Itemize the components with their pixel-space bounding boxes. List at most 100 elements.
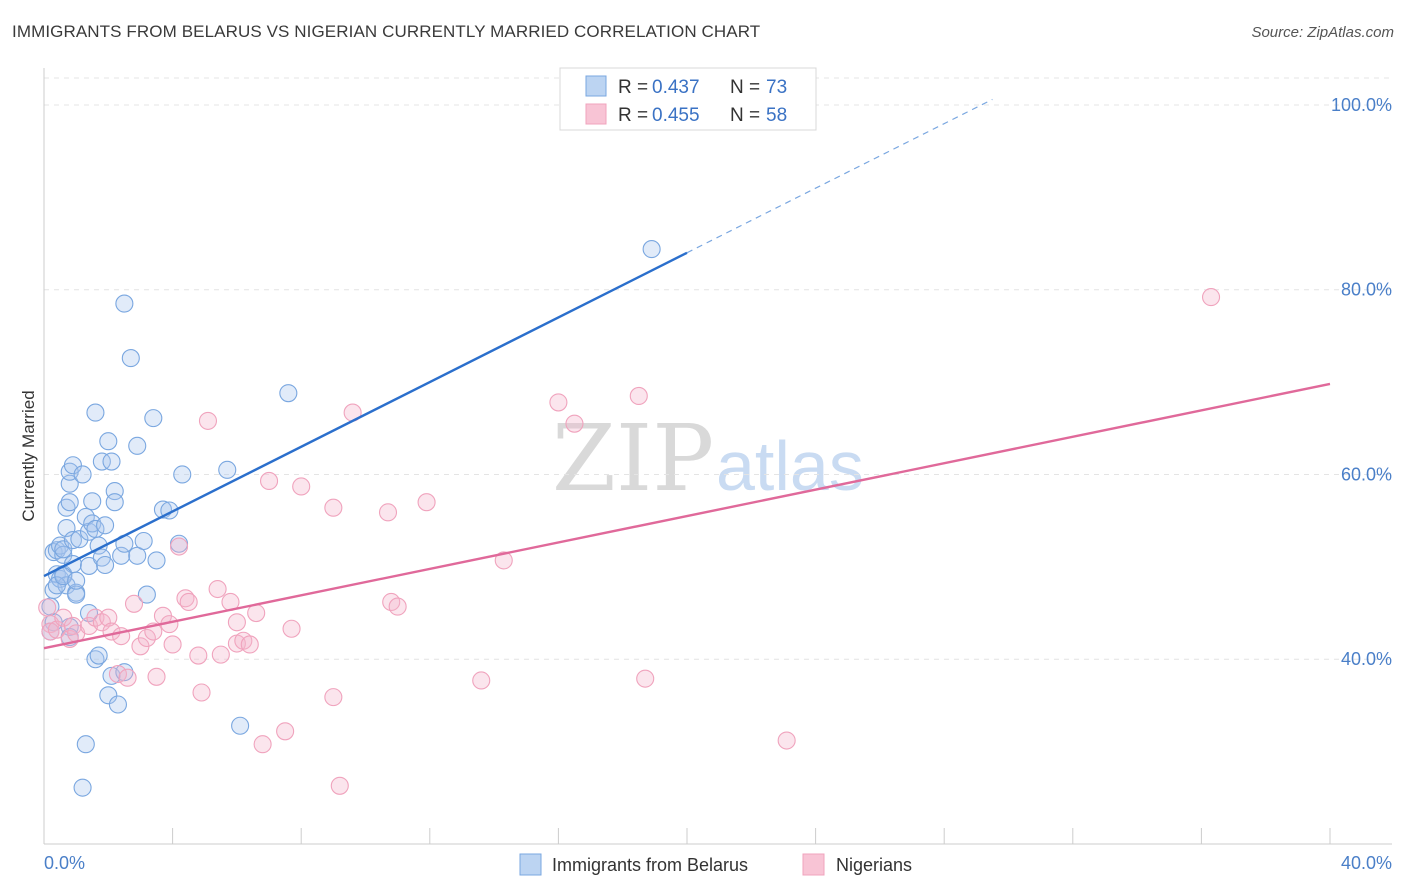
belarus-point-36	[96, 516, 115, 535]
legend-r-label-nigerians: R =	[618, 105, 648, 126]
nigerians-point-30	[208, 579, 227, 599]
belarus-point-18	[60, 493, 79, 512]
bottom-legend-swatch-belarus	[519, 853, 542, 876]
belarus-point-71	[67, 571, 86, 590]
nigerians-point-28	[192, 683, 211, 702]
x-ticks	[43, 828, 1331, 844]
axes	[43, 68, 1392, 845]
belarus-point-43	[112, 546, 131, 565]
x-tick-label-1: 40.0%	[1341, 853, 1392, 873]
belarus-point-37	[92, 452, 111, 471]
belarus-point-39	[99, 432, 118, 451]
nigerians-point-41	[282, 619, 301, 638]
nigerians-point-48	[382, 592, 401, 612]
nigerians-point-39	[259, 471, 279, 490]
belarus-point-13	[57, 498, 76, 517]
nigerians-point-37	[247, 603, 266, 623]
belarus-point-64	[108, 695, 127, 714]
y-axis-label: Currently Married	[19, 390, 38, 521]
belarus-point-52	[147, 551, 166, 570]
belarus-point-57	[218, 460, 237, 479]
belarus-point-69	[47, 576, 66, 595]
legend-swatch-belarus	[585, 75, 607, 97]
y-tick-label-3: 100.0%	[1331, 95, 1392, 115]
nigerians-point-26	[179, 592, 198, 612]
belarus-point-62	[99, 686, 118, 705]
legend-n-value-nigerians: 58	[766, 105, 787, 126]
nigerians-point-16	[124, 594, 144, 613]
nigerians-point-24	[169, 537, 189, 556]
belarus-point-66	[76, 735, 95, 754]
nigerians-point-54	[565, 414, 584, 433]
nigerians-point-51	[472, 671, 491, 690]
belarus-point-24	[67, 585, 86, 604]
nigerians-point-0	[38, 598, 57, 617]
belarus-point-59	[642, 240, 661, 259]
belarus-point-19	[63, 531, 82, 550]
legend-r-value-nigerians: 0.455	[652, 105, 700, 126]
nigerians-point-10	[92, 613, 111, 632]
nigerians-point-43	[324, 688, 343, 707]
belarus-point-27	[76, 507, 95, 527]
belarus-point-28	[79, 556, 99, 575]
belarus-point-51	[144, 409, 163, 428]
belarus-point-25	[70, 530, 89, 549]
nigerians-point-27	[189, 646, 208, 665]
x-tick-label-0: 0.0%	[44, 853, 85, 873]
belarus-point-10	[54, 540, 73, 559]
belarus-point-72	[79, 603, 99, 623]
bottom-legend-label-belarus: Immigrants from Belarus	[552, 855, 748, 875]
belarus-point-40	[102, 452, 121, 471]
nigerians-point-13	[108, 664, 127, 684]
nigerians-point-58	[1201, 288, 1221, 307]
belarus-point-58	[279, 384, 298, 403]
nigerians-point-23	[163, 635, 182, 654]
bottom-legend-swatch-nigerians	[802, 853, 825, 876]
y-tick-label-2: 80.0%	[1341, 280, 1392, 300]
belarus-point-31	[83, 492, 102, 511]
nigerians-point-20	[147, 667, 166, 686]
belarus-point-47	[128, 436, 147, 455]
bottom-legend: Immigrants from Belarus Nigerians	[519, 853, 912, 876]
belarus-point-50	[137, 585, 156, 604]
chart-title: IMMIGRANTS FROM BELARUS VS NIGERIAN CURR…	[12, 22, 761, 41]
nigerians-point-55	[629, 386, 648, 406]
legend-r-label-belarus: R =	[618, 77, 648, 98]
belarus-point-61	[89, 646, 108, 665]
nigerians-point-56	[636, 669, 655, 688]
nigerians-point-38	[253, 735, 272, 754]
nigerians-point-9	[86, 608, 105, 627]
nigerians-point-47	[378, 503, 398, 522]
nigerians-point-36	[240, 635, 259, 654]
belarus-point-46	[121, 349, 140, 368]
legend-box: R = 0.437 N = 73 R = 0.455 N = 58	[559, 67, 817, 131]
series-belarus-points	[41, 240, 661, 797]
nigerians-point-15	[118, 668, 137, 687]
nigerians-point-44	[330, 776, 349, 795]
legend-n-value-belarus: 73	[766, 77, 787, 98]
nigerians-point-11	[99, 608, 118, 627]
x-tick-labels: 0.0% 40.0%	[44, 853, 1392, 873]
belarus-point-9	[54, 545, 73, 564]
nigerians-point-34	[227, 613, 246, 632]
nigerians-point-29	[198, 411, 218, 430]
gridlines	[44, 77, 1392, 660]
belarus-point-65	[115, 663, 134, 682]
belarus-point-26	[73, 465, 92, 484]
y-tick-labels: 40.0% 60.0% 80.0% 100.0%	[1331, 95, 1392, 669]
watermark-atlas: atlas	[716, 427, 864, 505]
belarus-trend-line	[43, 251, 688, 578]
watermark-zip: ZIP	[552, 405, 714, 512]
belarus-point-33	[86, 403, 105, 422]
belarus-point-42	[105, 493, 124, 512]
belarus-point-49	[134, 531, 153, 551]
series-nigerians-points	[38, 288, 1221, 795]
belarus-point-68	[231, 716, 250, 735]
nigerians-point-49	[388, 597, 407, 616]
legend-r-value-belarus: 0.437	[652, 77, 700, 98]
nigerians-point-45	[324, 498, 343, 517]
nigerians-point-40	[276, 722, 295, 741]
legend-n-label-belarus: N =	[730, 77, 760, 98]
nigerians-point-53	[549, 393, 568, 412]
